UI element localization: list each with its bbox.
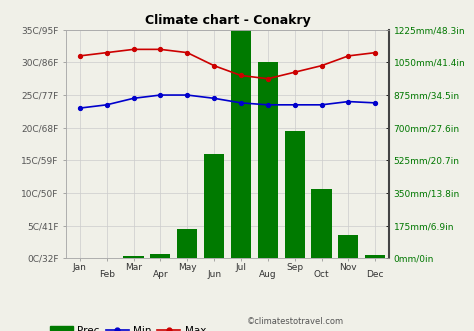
- Text: Jul: Jul: [236, 263, 246, 272]
- Bar: [123, 256, 144, 258]
- Title: Climate chart - Conakry: Climate chart - Conakry: [145, 14, 310, 27]
- Legend: Prec, Min, Max: Prec, Min, Max: [46, 321, 210, 331]
- Text: Feb: Feb: [99, 270, 115, 279]
- Text: Nov: Nov: [339, 263, 357, 272]
- Bar: [311, 189, 332, 258]
- Bar: [365, 255, 385, 258]
- Text: May: May: [178, 263, 197, 272]
- Text: Jun: Jun: [207, 270, 221, 279]
- Bar: [177, 229, 197, 258]
- Bar: [284, 131, 305, 258]
- Text: Apr: Apr: [153, 270, 168, 279]
- Bar: [258, 62, 278, 258]
- Bar: [231, 16, 251, 258]
- Text: Aug: Aug: [259, 270, 277, 279]
- Bar: [204, 154, 224, 258]
- Text: Mar: Mar: [125, 263, 142, 272]
- Text: Sep: Sep: [286, 263, 303, 272]
- Text: ©climatestotravel.com: ©climatestotravel.com: [246, 317, 344, 326]
- Text: Jan: Jan: [73, 263, 87, 272]
- Bar: [338, 235, 358, 258]
- Text: Dec: Dec: [366, 270, 384, 279]
- Text: Oct: Oct: [314, 270, 329, 279]
- Bar: [150, 254, 171, 258]
